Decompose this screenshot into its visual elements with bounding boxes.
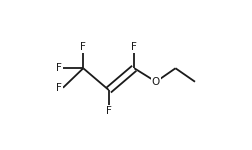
Text: F: F xyxy=(56,83,62,93)
Text: F: F xyxy=(131,42,137,52)
Text: F: F xyxy=(56,63,62,73)
Text: O: O xyxy=(152,77,160,87)
Text: F: F xyxy=(80,42,86,52)
Text: F: F xyxy=(106,105,112,116)
